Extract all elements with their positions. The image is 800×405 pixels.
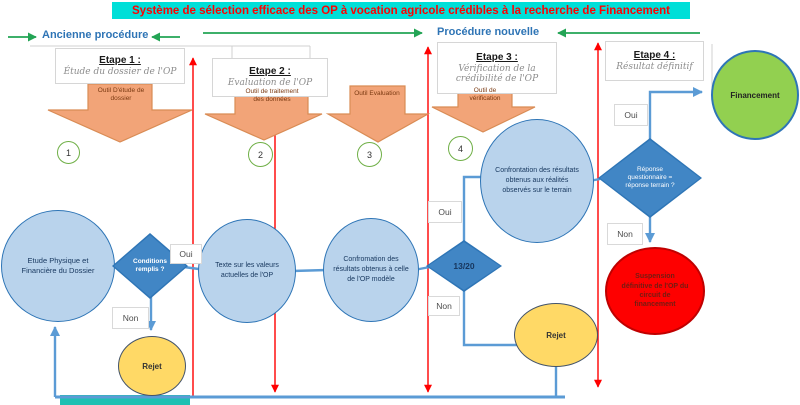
edge-texte-to-confmodele (291, 268, 328, 273)
reponse-label: Réponse questionnaire = réponse terrain … (625, 165, 675, 190)
node-confrontation-terrain: Confrontation des résultats obtenus aux … (480, 119, 594, 243)
edge-reponse-to-financement (648, 87, 703, 140)
etape-3-subtitle: Vérification de la crédibilité de l'OP (455, 63, 539, 84)
stage-box-etape-1: Etape 1 : Étude du dossier de l'OP (55, 48, 185, 84)
edge-score-to-rejet2 (462, 288, 517, 347)
node-financement: Financement (711, 50, 799, 140)
etape-1-label: Etape 1 : (99, 54, 141, 66)
node-confrontation-modele: Confromation des résultats obtenus à cel… (323, 218, 419, 322)
etape-4-subtitle: Résultat définitif (616, 61, 693, 72)
node-rejet-2: Rejet (514, 303, 598, 367)
score-label: 13/20 (453, 260, 475, 271)
edge-terrain-to-score (462, 175, 482, 248)
edge-label-non-2: Non (428, 296, 460, 316)
step-number-2: 2 (248, 142, 273, 167)
tool-block-arrow-1 (47, 83, 193, 143)
edge-label-oui-1: Oui (170, 244, 202, 264)
node-texte-valeurs: Texte sur les valeurs actuelles de l'OP (198, 219, 296, 323)
tool-2-label: Outil de traitement des données (245, 88, 299, 104)
tool-block-arrow-3 (325, 85, 431, 143)
node-reponse-diamond: Réponse questionnaire = réponse terrain … (598, 138, 702, 218)
edge-label-oui-2: Oui (428, 201, 462, 223)
step-number-4: 4 (448, 136, 473, 161)
step-number-3: 3 (357, 142, 382, 167)
tool-4-label: Outil de vérification (469, 87, 501, 103)
step-number-1: 1 (57, 141, 80, 164)
edge-label-non-3: Non (607, 223, 643, 245)
tool-3-label: Outil Evaluation (354, 90, 400, 97)
etape-4-label: Etape 4 : (633, 49, 676, 61)
etape-2-subtitle: Evaluation de l'OP (227, 78, 313, 89)
stage-box-etape-3: Etape 3 : Vérification de la crédibilité… (437, 42, 557, 94)
edge-label-non-1: Non (112, 307, 149, 329)
tool-1-label: Outil D'étude de dossier (97, 87, 145, 103)
edge-label-oui-3: Oui (614, 104, 648, 126)
stage-box-etape-2: Etape 2 : Evaluation de l'OP (212, 58, 328, 97)
etape-3-label: Etape 3 : (476, 51, 518, 63)
teal-bottom-bar (60, 395, 190, 405)
page-title: Système de sélection efficace des OP à v… (112, 2, 690, 19)
header-ancienne-procedure: Ancienne procédure (42, 29, 149, 41)
stage-box-etape-4: Etape 4 : Résultat définitif (605, 41, 704, 81)
etape-2-label: Etape 2 : (249, 66, 291, 78)
node-rejet-1: Rejet (118, 336, 186, 396)
conditions-label: Conditions remplis ? (133, 257, 167, 273)
node-etude-dossier: Etude Physique et Financière du Dossier (1, 210, 115, 322)
node-conditions-diamond: Conditions remplis ? (112, 233, 188, 299)
node-suspension: Suspension définitive de l'OP du circuit… (605, 247, 705, 335)
header-procedure-nouvelle: Procédure nouvelle (437, 26, 540, 38)
etape-1-subtitle: Étude du dossier de l'OP (63, 66, 177, 77)
node-score-diamond: 13/20 (426, 240, 502, 292)
